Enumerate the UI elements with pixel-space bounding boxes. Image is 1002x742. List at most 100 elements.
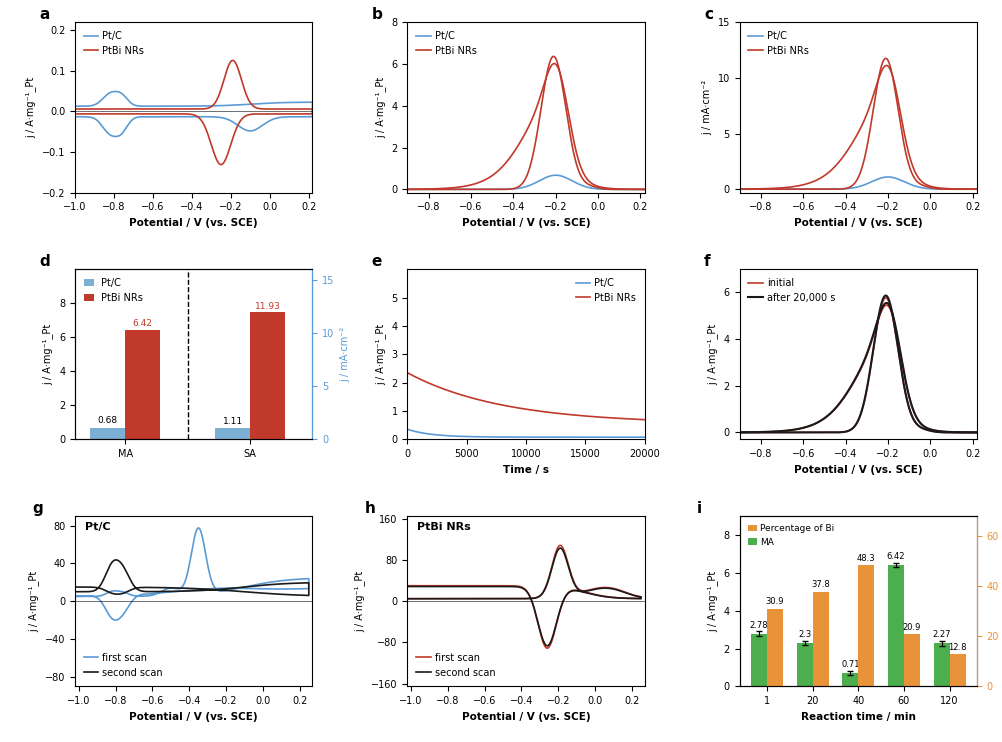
PtBi NRs	[632, 185, 644, 194]
Y-axis label: j / A·mg⁻¹_Pt: j / A·mg⁻¹_Pt	[707, 571, 718, 632]
PtBi NRs	[964, 185, 976, 194]
X-axis label: Potential / V (vs. SCE): Potential / V (vs. SCE)	[129, 712, 259, 722]
Y-axis label: j / A·mg⁻¹_Pt: j / A·mg⁻¹_Pt	[25, 76, 36, 138]
initial	[849, 375, 861, 384]
second scan	[110, 556, 122, 565]
Y-axis label: j / A·mg⁻¹_Pt: j / A·mg⁻¹_Pt	[375, 324, 386, 385]
Bar	[250, 312, 285, 439]
initial	[881, 301, 893, 309]
second scan	[245, 582, 258, 591]
Pt/C	[964, 185, 976, 194]
X-axis label: Potential / V (vs. SCE): Potential / V (vs. SCE)	[794, 464, 923, 475]
first scan	[405, 581, 417, 590]
Bar	[888, 565, 904, 686]
PtBi NRs	[971, 185, 983, 194]
second scan	[611, 585, 623, 594]
Bar	[752, 634, 767, 686]
Pt/C	[543, 433, 555, 441]
PtBi NRs	[402, 368, 414, 377]
Y-axis label: j / A·mg⁻¹_Pt: j / A·mg⁻¹_Pt	[43, 324, 54, 385]
Bar	[215, 427, 250, 439]
Pt/C	[632, 185, 644, 194]
second scan	[541, 641, 553, 650]
X-axis label: Potential / V (vs. SCE): Potential / V (vs. SCE)	[462, 218, 590, 228]
PtBi NRs	[226, 56, 238, 65]
Pt/C	[269, 99, 281, 108]
Pt/C	[849, 183, 861, 192]
PtBi NRs	[530, 406, 542, 415]
first scan	[510, 594, 522, 603]
first scan	[69, 591, 81, 600]
second scan	[402, 582, 414, 591]
Line: Pt/C: Pt/C	[408, 175, 644, 189]
Y-axis label: j / A·mg⁻¹_Pt: j / A·mg⁻¹_Pt	[29, 571, 39, 632]
Line: first scan: first scan	[75, 528, 309, 620]
first scan	[192, 523, 204, 532]
Pt/C	[517, 183, 529, 192]
Legend: Pt/C, PtBi NRs: Pt/C, PtBi NRs	[412, 27, 480, 60]
Pt/C	[273, 98, 285, 107]
Pt/C	[530, 433, 542, 441]
first scan	[577, 586, 589, 595]
after 20,000 s	[843, 386, 855, 395]
Legend: Pt/C, PtBi NRs: Pt/C, PtBi NRs	[80, 274, 147, 306]
first scan	[182, 564, 194, 573]
Y-axis label: j / mA·cm⁻²: j / mA·cm⁻²	[702, 80, 712, 135]
Line: after 20,000 s: after 20,000 s	[739, 303, 977, 433]
Bar	[859, 565, 875, 686]
after 20,000 s	[964, 428, 976, 437]
Pt/C	[638, 433, 650, 441]
Pt/C	[515, 433, 527, 441]
Text: 2.27: 2.27	[932, 630, 951, 640]
X-axis label: Potential / V (vs. SCE): Potential / V (vs. SCE)	[129, 218, 259, 228]
X-axis label: Potential / V (vs. SCE): Potential / V (vs. SCE)	[462, 712, 590, 722]
Text: 0.71: 0.71	[841, 660, 860, 669]
after 20,000 s	[971, 428, 983, 437]
Text: 6.42: 6.42	[887, 552, 905, 561]
second scan	[177, 587, 189, 596]
PtBi NRs	[515, 404, 527, 413]
Bar	[904, 634, 920, 686]
PtBi NRs	[849, 178, 861, 187]
Pt/C	[109, 87, 121, 96]
Legend: initial, after 20,000 s: initial, after 20,000 s	[744, 274, 839, 306]
first scan	[554, 541, 566, 550]
Y-axis label: j / A·mg⁻¹_Pt: j / A·mg⁻¹_Pt	[375, 76, 386, 138]
Bar	[813, 591, 829, 686]
first scan	[515, 594, 527, 603]
Line: second scan: second scan	[408, 548, 641, 646]
Pt/C	[83, 113, 95, 122]
Pt/C	[632, 185, 644, 194]
Text: f: f	[704, 254, 710, 269]
second scan	[69, 582, 81, 591]
Text: 48.3: 48.3	[857, 554, 876, 563]
Pt/C	[109, 132, 121, 141]
Y-axis label: j / mA·cm⁻²: j / mA·cm⁻²	[340, 326, 350, 382]
PtBi NRs	[107, 109, 119, 118]
PtBi NRs	[69, 109, 81, 118]
Bar	[125, 330, 160, 439]
Legend: first scan, second scan: first scan, second scan	[80, 649, 167, 681]
Pt/C	[414, 185, 426, 194]
Pt/C	[107, 132, 119, 141]
Pt/C	[638, 185, 650, 194]
second scan	[577, 587, 589, 596]
Pt/C	[402, 424, 414, 433]
Pt/C	[588, 184, 600, 193]
Pt/C	[882, 172, 894, 181]
PtBi NRs	[638, 185, 650, 194]
Y-axis label: j / A·mg⁻¹_Pt: j / A·mg⁻¹_Pt	[355, 571, 366, 632]
first scan	[541, 644, 553, 653]
Pt/C	[550, 171, 562, 180]
Bar	[767, 609, 783, 686]
first scan	[69, 592, 81, 601]
PtBi NRs	[414, 185, 426, 194]
second scan	[69, 587, 81, 596]
first scan	[177, 580, 189, 589]
second scan	[182, 586, 194, 595]
Text: 20.9: 20.9	[903, 623, 921, 631]
first scan	[402, 594, 414, 603]
Text: 12.8: 12.8	[948, 643, 967, 651]
PtBi NRs	[543, 408, 555, 417]
first scan	[512, 594, 524, 603]
